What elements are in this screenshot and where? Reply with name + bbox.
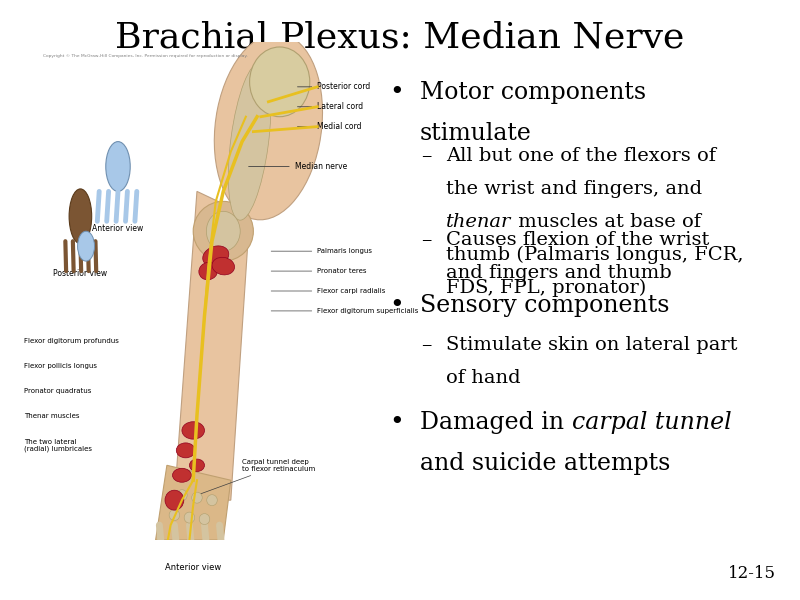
- Text: carpal tunnel: carpal tunnel: [571, 411, 731, 434]
- Text: The two lateral
(radial) lumbricales: The two lateral (radial) lumbricales: [24, 439, 92, 452]
- Text: Thenar muscles: Thenar muscles: [24, 413, 79, 419]
- Text: All but one of the flexors of: All but one of the flexors of: [446, 147, 717, 165]
- Ellipse shape: [176, 443, 195, 458]
- Text: Pronator quadratus: Pronator quadratus: [24, 388, 91, 394]
- Ellipse shape: [69, 189, 92, 244]
- Ellipse shape: [206, 494, 218, 506]
- Text: stimulate: stimulate: [420, 122, 532, 145]
- Ellipse shape: [250, 47, 310, 116]
- Text: Median nerve: Median nerve: [249, 162, 347, 171]
- Text: Carpal tunnel deep
to flexor retinaculum: Carpal tunnel deep to flexor retinaculum: [199, 459, 315, 494]
- Polygon shape: [174, 191, 250, 500]
- Ellipse shape: [194, 202, 254, 261]
- Text: Sensory components: Sensory components: [420, 294, 670, 317]
- Text: Posterior view: Posterior view: [54, 269, 107, 278]
- Text: Posterior cord: Posterior cord: [298, 82, 370, 91]
- Text: Medial cord: Medial cord: [298, 122, 362, 131]
- Text: muscles at base of: muscles at base of: [512, 213, 701, 231]
- Text: Pronator teres: Pronator teres: [271, 268, 366, 274]
- Text: Brachial Plexus: Median Nerve: Brachial Plexus: Median Nerve: [115, 21, 685, 55]
- Ellipse shape: [173, 468, 191, 482]
- Ellipse shape: [192, 492, 202, 503]
- Ellipse shape: [190, 459, 205, 472]
- Text: –: –: [422, 147, 432, 166]
- Text: thumb (Palmaris longus, FCR,: thumb (Palmaris longus, FCR,: [446, 246, 744, 264]
- Text: Flexor carpi radialis: Flexor carpi radialis: [271, 288, 386, 294]
- Text: –: –: [422, 336, 432, 355]
- Text: Anterior view: Anterior view: [165, 563, 222, 572]
- Text: –: –: [422, 231, 432, 250]
- Text: Damaged in: Damaged in: [420, 411, 571, 434]
- Text: and suicide attempts: and suicide attempts: [420, 452, 670, 475]
- Text: •: •: [390, 81, 404, 104]
- Text: Anterior view: Anterior view: [92, 224, 144, 233]
- Ellipse shape: [199, 262, 218, 280]
- Text: of hand: of hand: [446, 369, 521, 387]
- Ellipse shape: [214, 34, 322, 220]
- Ellipse shape: [212, 257, 234, 275]
- Text: thenar: thenar: [446, 213, 512, 231]
- Text: Flexor pollicis longus: Flexor pollicis longus: [24, 362, 97, 368]
- Text: Flexor digitorum profundus: Flexor digitorum profundus: [24, 338, 119, 344]
- Text: Stimulate skin on lateral part: Stimulate skin on lateral part: [446, 336, 738, 354]
- Ellipse shape: [199, 514, 210, 524]
- Text: Copyright © The McGraw-Hill Companies, Inc. Permission required for reproduction: Copyright © The McGraw-Hill Companies, I…: [43, 55, 247, 58]
- Polygon shape: [155, 466, 231, 540]
- Text: •: •: [390, 294, 404, 317]
- Text: Lateral cord: Lateral cord: [298, 102, 363, 111]
- Text: Palmaris longus: Palmaris longus: [271, 248, 372, 254]
- Ellipse shape: [165, 490, 184, 510]
- Ellipse shape: [184, 512, 194, 523]
- Text: and fingers and thumb: and fingers and thumb: [446, 264, 672, 282]
- Text: Motor components: Motor components: [420, 81, 646, 104]
- Text: Causes flexion of the wrist: Causes flexion of the wrist: [446, 231, 710, 249]
- Ellipse shape: [206, 211, 240, 251]
- Ellipse shape: [228, 63, 271, 220]
- Text: Flexor digitorum superficialis: Flexor digitorum superficialis: [271, 308, 418, 314]
- Ellipse shape: [106, 142, 130, 191]
- Ellipse shape: [177, 490, 187, 500]
- Ellipse shape: [182, 422, 205, 439]
- Text: FDS, FPL, pronator): FDS, FPL, pronator): [446, 279, 646, 297]
- Text: •: •: [390, 411, 404, 434]
- Text: 12-15: 12-15: [728, 565, 776, 582]
- Ellipse shape: [169, 509, 180, 521]
- Ellipse shape: [202, 246, 229, 266]
- Ellipse shape: [78, 231, 94, 261]
- Text: the wrist and fingers, and: the wrist and fingers, and: [446, 180, 702, 198]
